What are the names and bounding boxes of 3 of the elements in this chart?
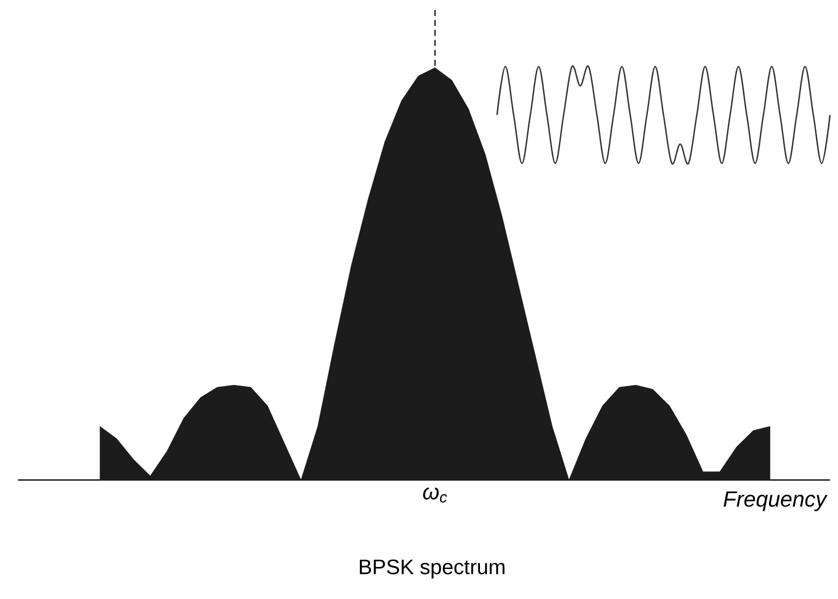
text: ω$_{c}$ [423,487,447,503]
x-axis-title: Frequency [724,492,828,512]
text: BPSK spectrum [360,560,504,578]
